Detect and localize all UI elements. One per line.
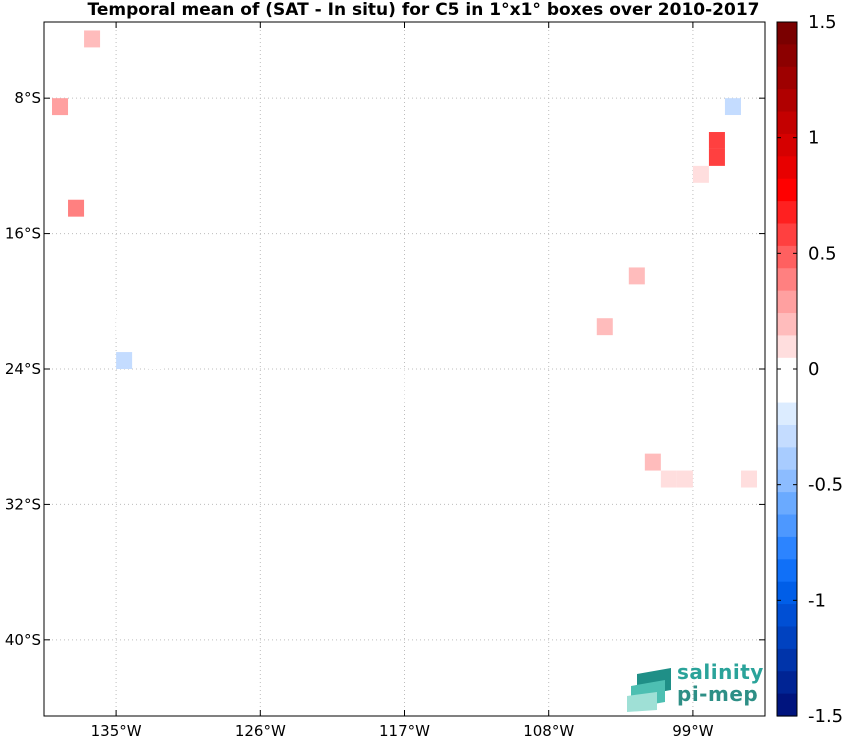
heatmap-cell bbox=[596, 318, 613, 336]
y-tick-label: 40°S bbox=[5, 631, 41, 649]
heatmap-cell bbox=[100, 301, 117, 319]
logo-line2: pi-mep bbox=[677, 682, 759, 706]
colorbar-swatch bbox=[777, 245, 797, 269]
y-tick-label: 8°S bbox=[14, 89, 41, 107]
heatmap-cell bbox=[692, 165, 709, 183]
colorbar-tick-label: 0 bbox=[808, 359, 819, 380]
colorbar-swatch bbox=[777, 357, 797, 381]
heatmap-cell bbox=[52, 98, 69, 116]
colorbar-tick-label: -1.5 bbox=[808, 706, 843, 727]
heatmap-cell bbox=[724, 98, 741, 116]
colorbar-swatch bbox=[777, 178, 797, 202]
heatmap-cell bbox=[404, 385, 421, 403]
heatmap-cell bbox=[84, 284, 101, 302]
heatmap-cell bbox=[708, 132, 725, 149]
y-tick-label: 24°S bbox=[5, 360, 41, 378]
colorbar-swatch bbox=[777, 581, 797, 605]
colorbar-swatch bbox=[777, 402, 797, 426]
heatmap-cell bbox=[660, 470, 677, 488]
colorbar-tick-label: -0.5 bbox=[808, 475, 843, 496]
heatmap-cell bbox=[324, 369, 341, 386]
colorbar-swatch bbox=[777, 223, 797, 247]
colorbar-swatch bbox=[777, 89, 797, 113]
heatmap-cell bbox=[388, 369, 405, 386]
heatmap-cell bbox=[708, 148, 725, 166]
colorbar-swatch bbox=[777, 604, 797, 628]
colorbar-swatch bbox=[777, 111, 797, 135]
heatmap-cell bbox=[644, 453, 661, 471]
colorbar-swatch bbox=[777, 693, 797, 717]
heatmap-cell bbox=[148, 352, 165, 369]
colorbar-swatch bbox=[777, 201, 797, 225]
heatmap-cell bbox=[676, 470, 693, 488]
heatmap-cell bbox=[740, 470, 757, 488]
colorbar-swatch bbox=[777, 424, 797, 448]
colorbar-swatch bbox=[777, 268, 797, 292]
colorbar-swatch bbox=[777, 492, 797, 516]
colorbar-swatch bbox=[777, 447, 797, 471]
colorbar-swatch bbox=[777, 335, 797, 359]
heatmap-cell bbox=[356, 369, 373, 386]
heatmap-cell bbox=[628, 267, 645, 285]
colorbar-swatch bbox=[777, 44, 797, 68]
colorbar-swatch bbox=[777, 671, 797, 695]
colorbar-swatch bbox=[777, 22, 797, 45]
logo-line1: salinity bbox=[677, 660, 764, 684]
colorbar-swatch bbox=[777, 648, 797, 672]
colorbar-tick-label: 1 bbox=[808, 128, 819, 149]
colorbar-tick-label: 1.5 bbox=[808, 12, 837, 33]
salinity-pimep-logo-icon bbox=[627, 668, 671, 712]
heatmap-cell bbox=[372, 369, 389, 386]
colorbar-swatch bbox=[777, 536, 797, 560]
x-tick-label: 108°W bbox=[523, 722, 574, 740]
colorbar-swatch bbox=[777, 290, 797, 314]
heatmap-cell bbox=[724, 115, 741, 133]
x-tick-label: 117°W bbox=[379, 722, 430, 740]
heatmap-cell bbox=[740, 182, 757, 200]
x-tick-label: 126°W bbox=[235, 722, 286, 740]
colorbar-swatch bbox=[777, 514, 797, 538]
heatmap-cell bbox=[116, 352, 133, 369]
heatmap-cell bbox=[116, 318, 133, 336]
colorbar-swatch bbox=[777, 66, 797, 90]
colorbar-swatch bbox=[777, 133, 797, 157]
x-tick-label: 99°W bbox=[672, 722, 714, 740]
heatmap-cell bbox=[420, 385, 437, 403]
colorbar-swatch bbox=[777, 469, 797, 493]
heatmap-cell bbox=[740, 165, 757, 183]
colorbar-swatch bbox=[777, 156, 797, 180]
y-tick-label: 16°S bbox=[5, 225, 41, 243]
heatmap-cell bbox=[84, 30, 101, 48]
y-tick-label: 32°S bbox=[5, 495, 41, 513]
heatmap-cell bbox=[484, 385, 501, 403]
colorbar-swatch bbox=[777, 380, 797, 404]
chart-title: Temporal mean of (SAT - In situ) for C5 … bbox=[87, 0, 760, 20]
heatmap-cell bbox=[724, 165, 741, 183]
heatmap-cell bbox=[68, 199, 85, 217]
colorbar-swatch bbox=[777, 559, 797, 583]
colorbar-tick-label: 0.5 bbox=[808, 243, 837, 264]
colorbar-swatch bbox=[777, 626, 797, 650]
colorbar-tick-label: -1 bbox=[808, 590, 826, 611]
x-tick-label: 135°W bbox=[91, 722, 142, 740]
colorbar-swatch bbox=[777, 313, 797, 337]
